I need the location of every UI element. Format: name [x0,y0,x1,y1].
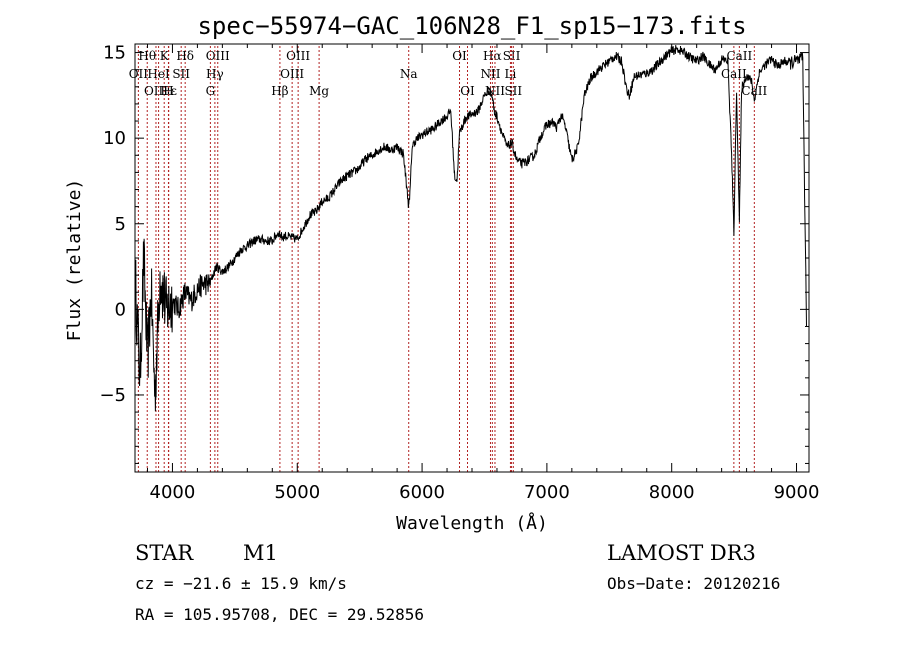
line-marker-label: Hδ [176,49,194,63]
line-marker-label: OIII [286,49,310,63]
line-marker-label: Li [505,67,517,81]
y-axis-label: Flux (relative) [64,179,85,342]
line-marker-label: OI [460,84,475,98]
line-marker-label: Hβ [271,84,288,98]
line-marker-label: OIII [206,49,230,63]
line-marker-label: Hα [483,49,502,63]
y-tick-label: 15 [103,43,126,64]
x-tick-label: 4000 [150,482,196,503]
x-tick-label: 6000 [399,482,445,503]
survey-name: LAMOST DR3 [607,541,756,565]
line-marker-label: G [206,84,216,98]
x-tick-label: 9000 [774,482,820,503]
y-tick-label: 10 [103,128,126,149]
line-marker-label: Na [400,67,418,81]
line-marker-label: Mg [309,84,329,98]
line-marker-label: CaII [721,67,747,81]
line-marker-label: SII [503,49,521,63]
line-marker-label: Hθ [138,49,156,63]
line-marker-label: HeI [147,67,170,81]
line-marker-label: CaII [741,84,767,98]
line-marker-label: OII [129,67,149,81]
line-marker-label: K [160,49,170,63]
y-tick-label: 0 [115,299,126,320]
y-tick-label: 5 [115,214,126,235]
object-subclass: M1 [243,541,278,565]
plot-area [134,45,807,412]
line-marker-label: Hγ [206,67,224,81]
line-marker-label: CaII [726,49,752,63]
line-marker-label: NII [480,67,500,81]
line-marker-label: OIII [144,84,168,98]
x-tick-label: 7000 [524,482,570,503]
line-marker-label: H [163,84,173,98]
chart-title: spec−55974−GAC_106N28_F1_sp15−173.fits [197,12,746,40]
axes: 4000 5000 6000 7000 8000 9000 −5 0 5 10 15 [99,43,819,503]
redshift-cz: cz = −21.6 ± 15.9 km/s [135,574,347,593]
line-marker-label: OIII [280,67,304,81]
x-tick-label: 8000 [649,482,695,503]
line-marker-label: SII [172,67,190,81]
y-tick-label: −5 [99,385,126,406]
plot-frame [134,43,810,473]
x-axis-label: Wavelength (Å) [396,512,548,534]
object-class: STAR [135,541,194,565]
line-marker-label: OI [452,49,467,63]
spectrum-line [134,45,807,412]
line-marker-label: SII [504,84,522,98]
x-tick-label: 5000 [274,482,320,503]
ra-dec: RA = 105.95708, DEC = 29.52856 [135,605,424,624]
observation-date: Obs−Date: 20120216 [607,574,780,593]
